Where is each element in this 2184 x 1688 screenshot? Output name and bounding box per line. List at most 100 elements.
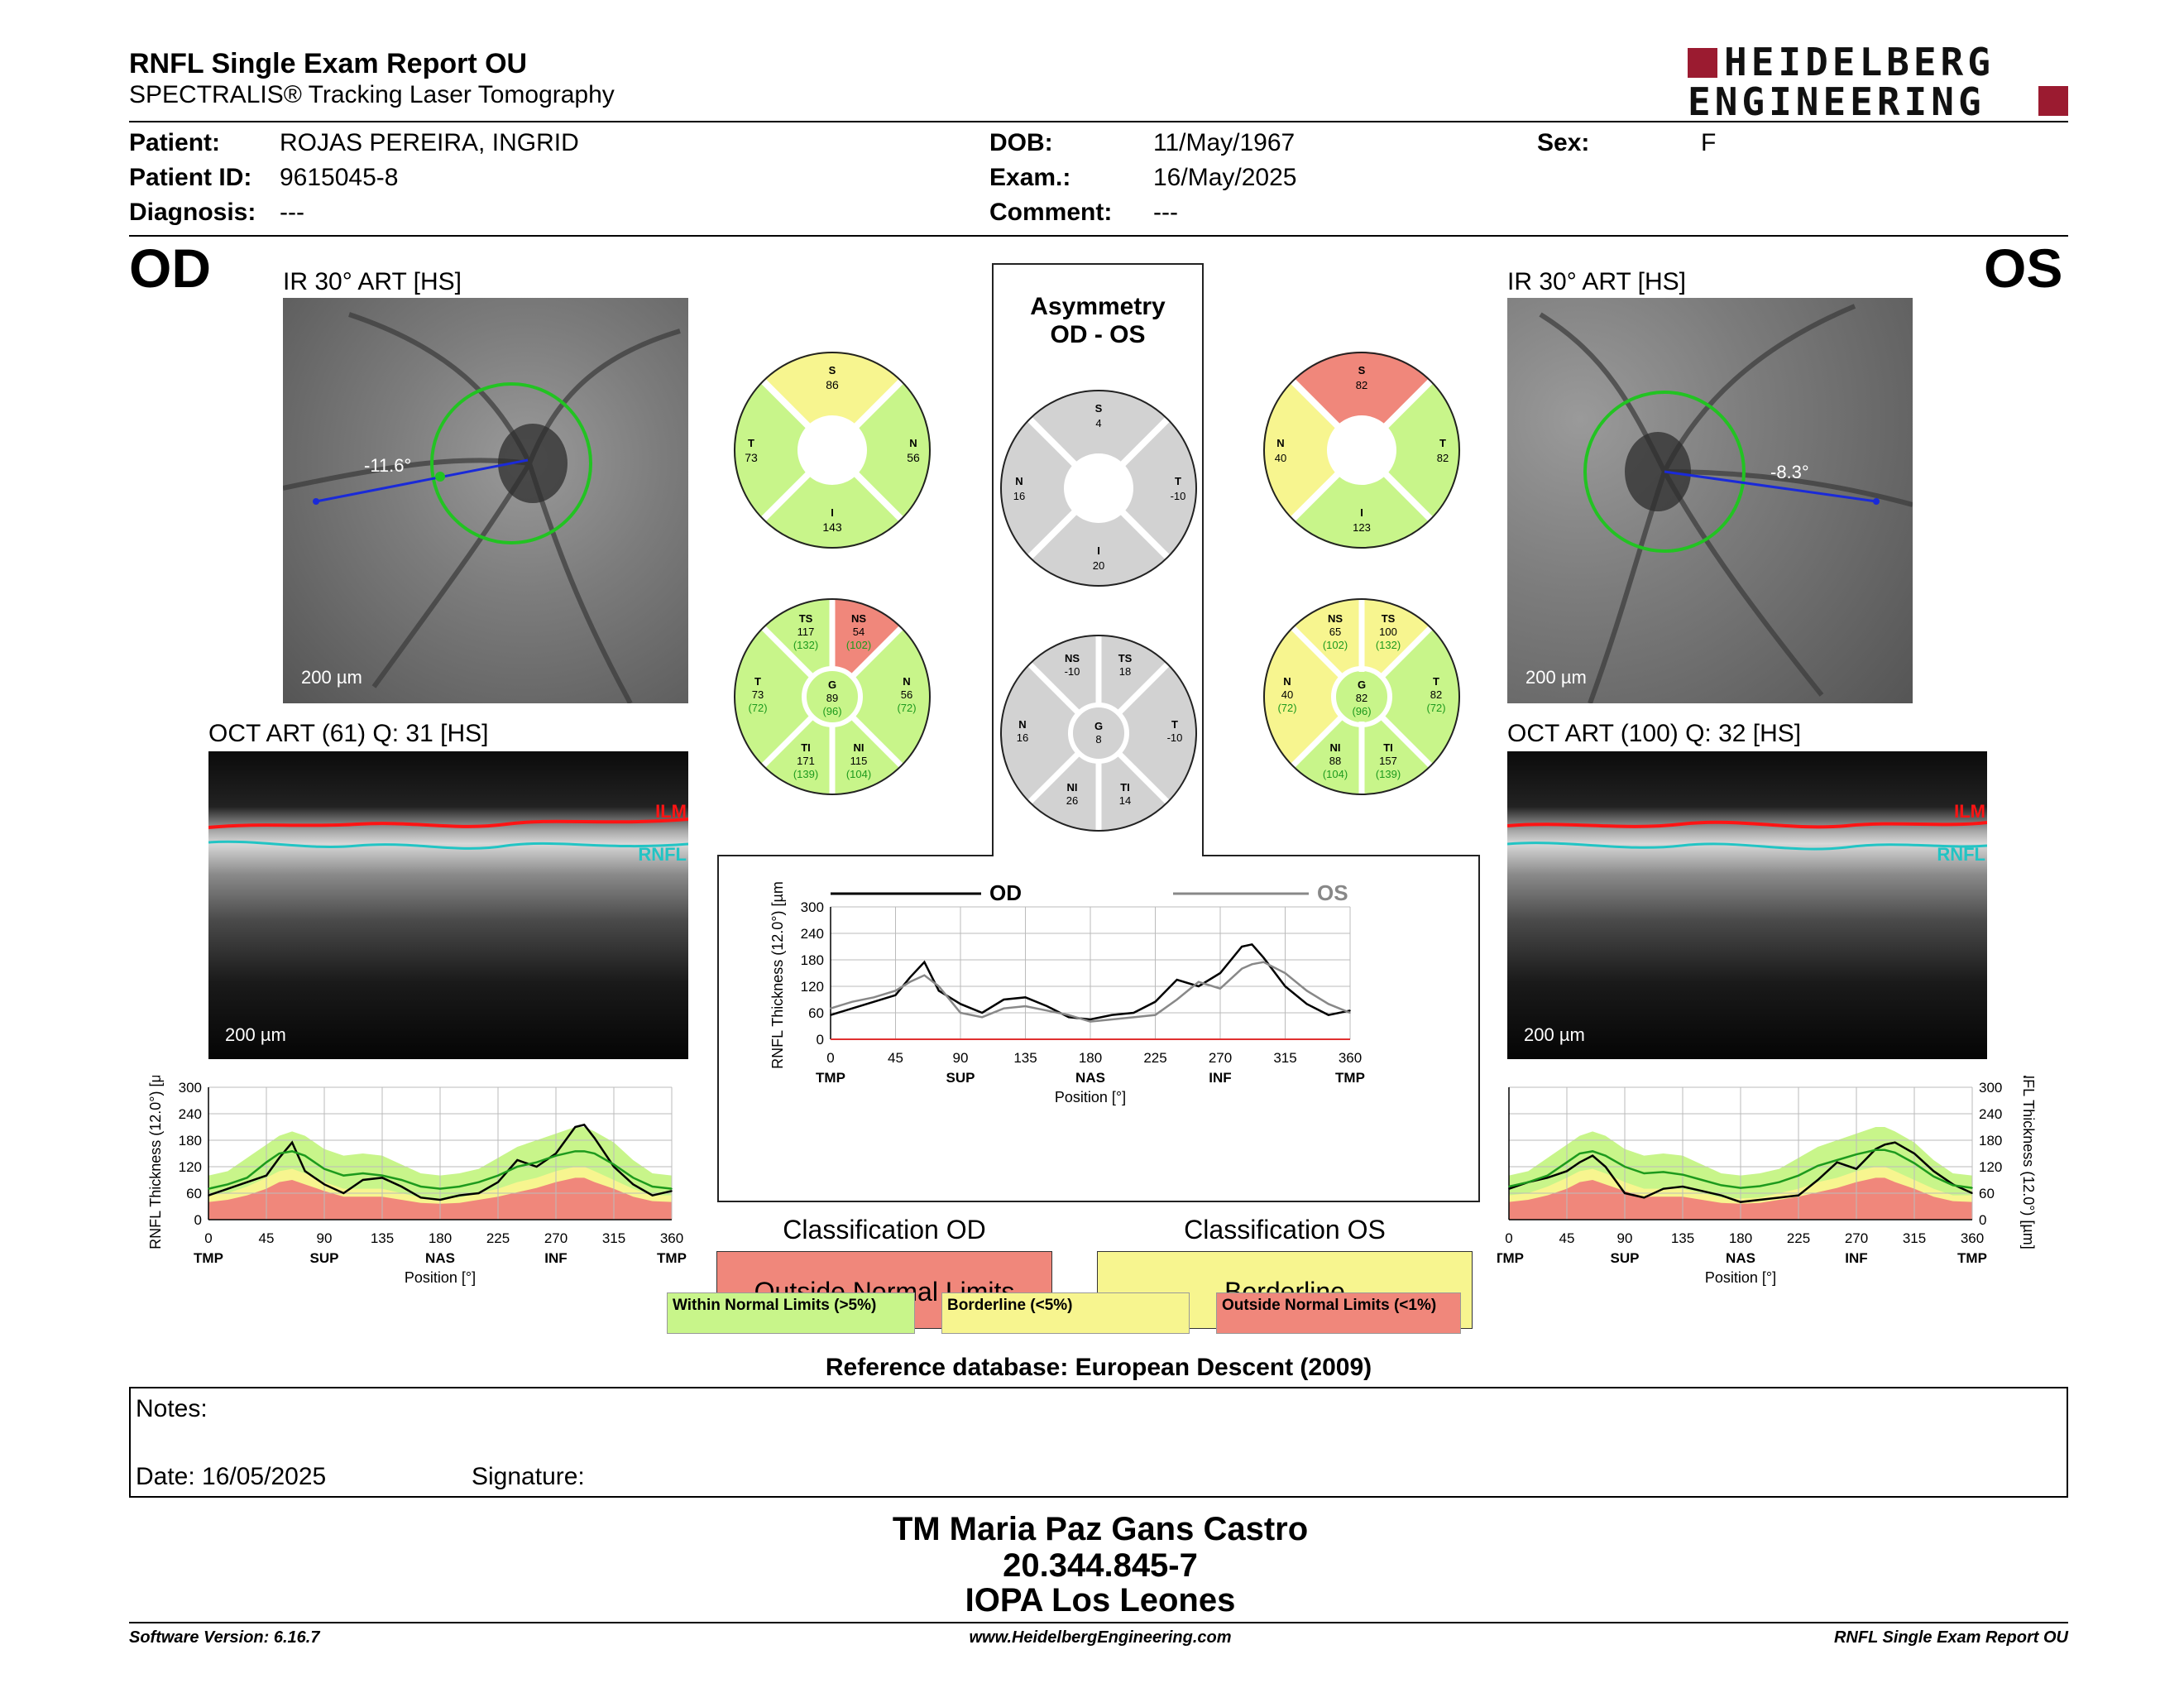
data-point <box>1090 1019 1091 1020</box>
od-ilm-label: ILM <box>655 801 687 822</box>
data-point <box>574 1126 577 1128</box>
data-point <box>362 1172 364 1174</box>
os-t-label: T <box>1439 437 1446 449</box>
os-scan-circle <box>1583 391 1746 553</box>
os-s-value: 82 <box>1356 379 1367 391</box>
asym-ns-label: NS <box>1065 652 1080 664</box>
data-point <box>1778 1196 1780 1199</box>
os-ilm-label: ILM <box>1954 801 1985 822</box>
data-point <box>651 1194 654 1196</box>
od-dt-label: T <box>754 675 761 688</box>
data-point <box>208 1187 209 1190</box>
os-angle-label: -8.3° <box>1770 462 1809 482</box>
y-tick-label: 0 <box>817 1032 824 1048</box>
asym-g-label: G <box>1094 720 1103 732</box>
signer-institution: IOPA Los Leones <box>965 1582 1236 1618</box>
os-sector-i <box>1292 450 1431 549</box>
od-dt-value: 73 <box>752 688 764 701</box>
y-tick-label: 180 <box>179 1133 202 1149</box>
od-ts-ref: (132) <box>793 639 818 651</box>
diagnosis-label: Diagnosis: <box>129 199 256 226</box>
od-i-value: 143 <box>822 520 842 534</box>
x-tick-label: 135 <box>1013 1050 1037 1066</box>
region-label: TMP <box>1957 1250 1987 1266</box>
region-label: TMP <box>194 1250 223 1266</box>
os-g-label: G <box>1358 679 1366 691</box>
data-point <box>981 1012 983 1014</box>
y-tick-label: 0 <box>194 1212 202 1228</box>
y-tick-label: 0 <box>1979 1212 1986 1228</box>
os-ilm-line <box>1507 820 1987 829</box>
x-tick-label: 270 <box>1845 1230 1868 1246</box>
header-divider <box>129 121 2068 122</box>
x-tick-label: 90 <box>1617 1230 1633 1246</box>
footer-website[interactable]: www.HeidelbergEngineering.com <box>969 1628 1232 1647</box>
data-point <box>1759 1199 1761 1201</box>
asym-dt-value: -10 <box>1167 731 1183 744</box>
data-point <box>1328 1014 1329 1016</box>
data-point <box>323 1168 325 1170</box>
os-rnfl-label: RNFL <box>1937 844 1985 865</box>
x-tick-label: 225 <box>486 1230 510 1246</box>
od-oct-title: OCT ART (61) Q: 31 [HS] <box>208 720 489 747</box>
od-dn-label: N <box>903 675 910 688</box>
od-scan-circle <box>430 382 592 544</box>
y-axis-title: RNFL Thickness (12.0°) [µm] <box>769 882 786 1069</box>
region-label: NAS <box>1075 1070 1105 1086</box>
asym-g-value: 8 <box>1095 733 1101 746</box>
asym-t-value: -10 <box>1171 490 1186 502</box>
data-point <box>923 974 926 976</box>
data-point <box>1624 1192 1626 1194</box>
os-ti-ref: (139) <box>1376 768 1401 780</box>
data-point <box>613 1166 615 1168</box>
data-point <box>1894 1141 1896 1144</box>
data-point <box>1305 990 1308 992</box>
x-tick-label: 225 <box>1787 1230 1810 1246</box>
data-point <box>613 1163 615 1166</box>
dob-label: DOB: <box>989 129 1053 156</box>
os-sector-dn <box>1262 627 1362 766</box>
data-point <box>1251 943 1253 946</box>
data-point <box>400 1186 403 1187</box>
data-point <box>938 990 940 992</box>
os-ts-value: 100 <box>1379 626 1397 638</box>
os-dt-label: T <box>1433 675 1439 688</box>
os-i-label: I <box>1360 506 1363 519</box>
data-point <box>923 961 926 963</box>
logo-text-top: HEIDELBERG <box>1724 40 1995 84</box>
os-n-value: 40 <box>1275 452 1286 464</box>
data-point <box>593 1153 596 1154</box>
od-ilm-line <box>208 818 688 829</box>
x-tick-label: 270 <box>544 1230 568 1246</box>
od-ni-ref: (104) <box>846 768 871 780</box>
od-dn-value: 56 <box>901 688 912 701</box>
data-point <box>632 1183 635 1186</box>
y-tick-label: 60 <box>186 1186 202 1201</box>
od-eye-label: OD <box>129 237 211 299</box>
data-point <box>1241 946 1243 947</box>
data-point <box>1875 1149 1877 1151</box>
x-axis-title: Position [°] <box>1705 1269 1776 1286</box>
region-label: INF <box>1209 1070 1231 1086</box>
os-sector-t <box>1362 381 1461 520</box>
data-point <box>1090 1020 1091 1023</box>
data-point <box>1284 985 1286 987</box>
os-ts-ref: (132) <box>1376 639 1401 651</box>
od-angle-line <box>315 458 529 503</box>
y-tick-label: 120 <box>801 979 824 995</box>
x-tick-label: 180 <box>1079 1050 1102 1066</box>
os-dn-label: N <box>1283 675 1291 688</box>
asymmetry-title-2: OD - OS <box>1050 321 1146 348</box>
data-point <box>1971 1192 1973 1194</box>
region-label: TMP <box>1335 1070 1365 1086</box>
data-point <box>458 1186 461 1187</box>
os-ti-value: 157 <box>1379 755 1397 767</box>
os-g-ref: (96) <box>1352 705 1371 717</box>
logo-text-bottom: ENGINEERING <box>1688 79 1985 124</box>
patient-label: Patient: <box>129 129 221 156</box>
x-tick-label: 90 <box>317 1230 333 1246</box>
data-point <box>1328 1003 1329 1005</box>
data-point <box>439 1199 441 1201</box>
asym-i-label: I <box>1097 544 1100 557</box>
od-oct-image: ILM RNFL 200 µm <box>208 751 688 1059</box>
